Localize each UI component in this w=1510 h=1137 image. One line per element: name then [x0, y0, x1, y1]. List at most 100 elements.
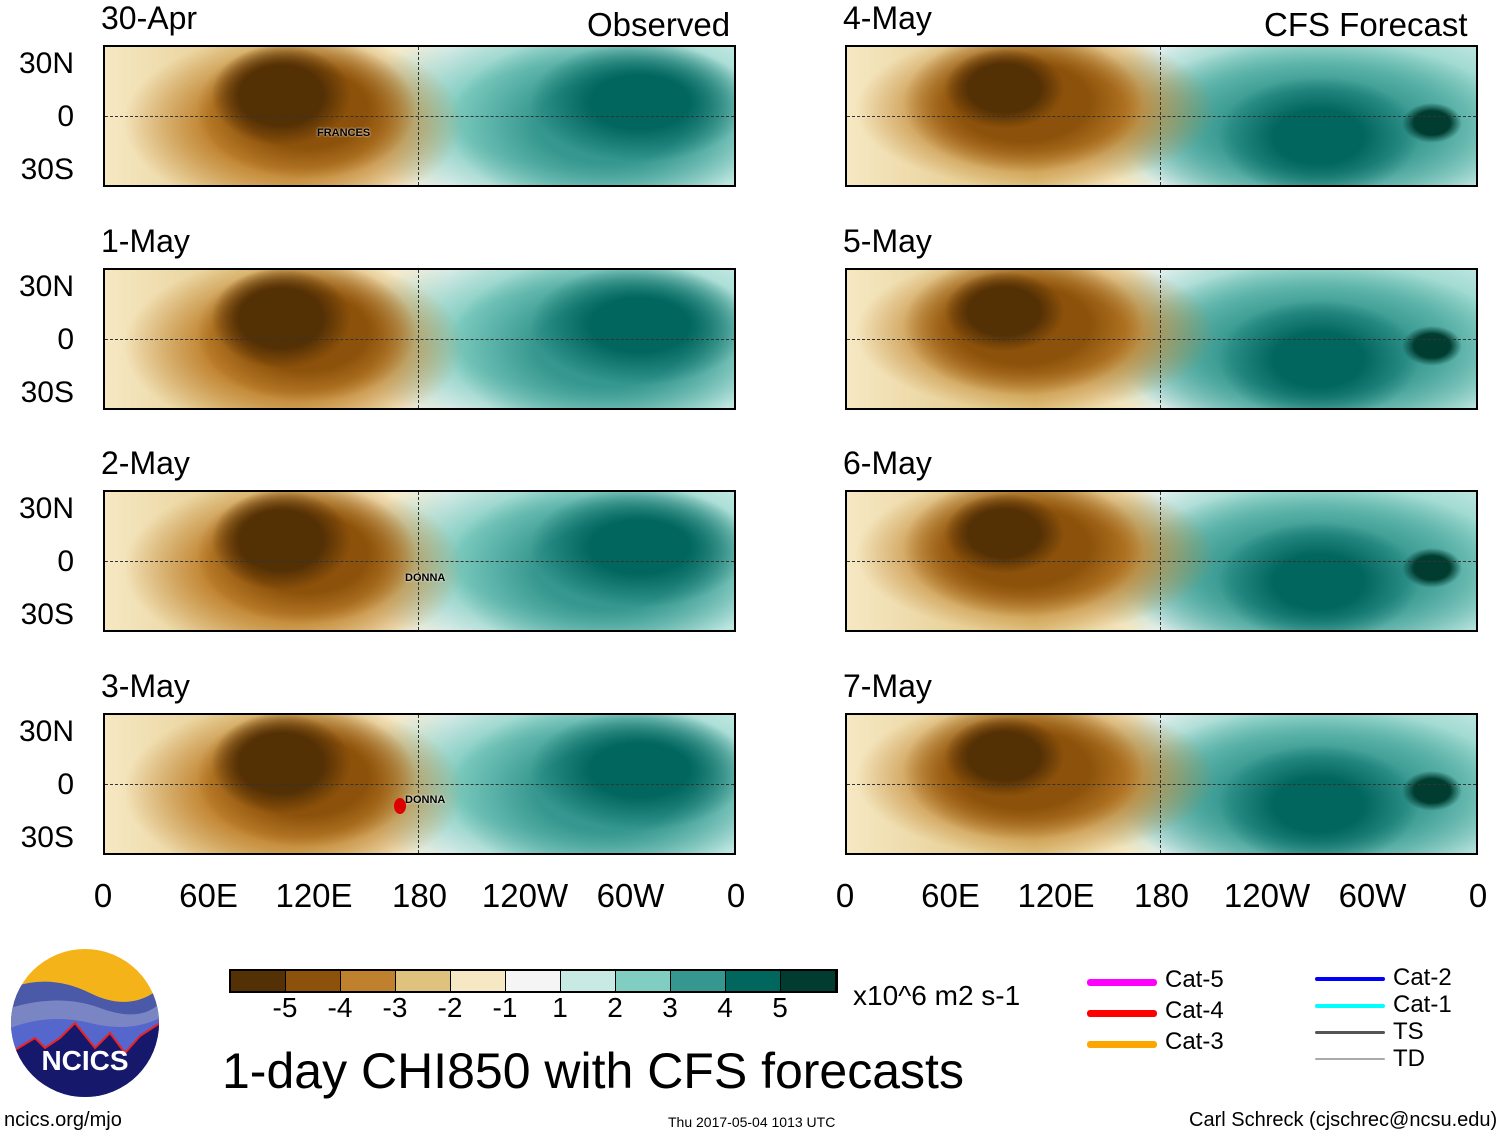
ncics-logo: NCICS	[11, 949, 159, 1097]
lat-label: 30N	[18, 47, 74, 80]
storm-label-frances: FRANCES	[317, 127, 371, 139]
equator-line	[847, 784, 1476, 785]
lat-label: 30N	[18, 492, 74, 525]
equator-line	[847, 561, 1476, 562]
panel-date: 7-May	[843, 668, 932, 704]
dateline	[1160, 47, 1162, 185]
panel-date: 3-May	[101, 668, 190, 704]
figure-title: 1-day CHI850 with CFS forecasts	[222, 1043, 964, 1099]
colorbar-label: 1	[552, 992, 568, 1023]
lat-label: 0	[57, 768, 74, 801]
panel-date: 5-May	[843, 223, 932, 259]
legend-line-ts	[1315, 1031, 1385, 1034]
colorbar-label: 5	[772, 992, 788, 1023]
colorbar-swatch	[286, 971, 341, 991]
legend-line-cat-5	[1087, 979, 1157, 986]
storm-label-donna: DONNA	[405, 572, 446, 584]
lat-label: 0	[57, 323, 74, 356]
lat-label: 30N	[18, 270, 74, 303]
panel-date: 1-May	[101, 223, 190, 259]
lat-label: 0	[57, 545, 74, 578]
storm-marker	[394, 798, 406, 814]
legend-line-cat-4	[1087, 1010, 1157, 1017]
colorbar-swatch	[341, 971, 396, 991]
panel-date: 30-Apr	[101, 0, 198, 36]
panel-date: 2-May	[101, 445, 190, 481]
lon-label: 60E	[921, 877, 980, 914]
panel-date: 6-May	[843, 445, 932, 481]
svg-text:NCICS: NCICS	[41, 1045, 128, 1076]
dateline	[1160, 492, 1162, 630]
equator-line	[847, 116, 1476, 117]
forecast-header: CFS Forecast	[1264, 6, 1468, 43]
lat-label: 0	[57, 100, 74, 133]
lon-label: 0	[726, 877, 746, 914]
legend-label: TD	[1393, 1045, 1425, 1072]
map-panel	[845, 45, 1478, 187]
colorbar-label: -1	[492, 992, 518, 1023]
equator-line	[105, 784, 734, 785]
lon-label: 0	[835, 877, 855, 914]
legend-label: Cat-5	[1165, 966, 1224, 993]
map-panel	[103, 45, 736, 187]
colorbar	[229, 969, 838, 993]
storm-label-donna: DONNA	[405, 794, 446, 806]
lat-label: 30N	[18, 715, 74, 748]
dateline	[1160, 715, 1162, 853]
equator-line	[105, 561, 734, 562]
legend-label: Cat-4	[1165, 997, 1224, 1024]
panel-date: 4-May	[843, 0, 932, 36]
colorbar-label: 3	[662, 992, 678, 1023]
colorbar-label: -3	[382, 992, 408, 1023]
colorbar-swatch	[231, 971, 286, 991]
map-panel	[103, 490, 736, 632]
lon-label: 120W	[1223, 877, 1311, 914]
equator-line	[847, 339, 1476, 340]
colorbar-swatch	[616, 971, 671, 991]
lon-label: 120W	[481, 877, 569, 914]
lon-label: 60W	[596, 877, 665, 914]
lat-label: 30S	[20, 598, 74, 631]
colorbar-label: 2	[607, 992, 623, 1023]
legend-label: Cat-3	[1165, 1028, 1224, 1055]
lat-label: 30S	[20, 376, 74, 409]
colorbar-swatch	[561, 971, 616, 991]
legend-label: Cat-1	[1393, 991, 1452, 1018]
map-panel	[103, 268, 736, 410]
legend-label: TS	[1393, 1018, 1424, 1045]
equator-line	[105, 339, 734, 340]
lon-label: 60E	[179, 877, 238, 914]
colorbar-label: -5	[272, 992, 298, 1023]
lon-label: 0	[1468, 877, 1488, 914]
site-link[interactable]: ncics.org/mjo	[4, 1109, 122, 1131]
map-panel	[103, 713, 736, 855]
legend-line-cat-2	[1315, 977, 1385, 981]
map-panel	[845, 268, 1478, 410]
lon-label: 180	[391, 877, 448, 914]
map-panel	[845, 490, 1478, 632]
colorbar-swatch	[396, 971, 451, 991]
colorbar-label: -2	[437, 992, 463, 1023]
legend-line-cat-3	[1087, 1041, 1157, 1048]
colorbar-label: -4	[327, 992, 353, 1023]
lon-label: 180	[1133, 877, 1190, 914]
dateline	[418, 270, 420, 408]
colorbar-swatch	[726, 971, 781, 991]
colorbar-swatch	[451, 971, 506, 991]
colorbar-units: x10^6 m2 s-1	[853, 980, 1021, 1011]
lon-label: 120E	[1017, 877, 1095, 914]
legend-label: Cat-2	[1393, 964, 1452, 991]
lon-label: 0	[93, 877, 113, 914]
timestamp: Thu 2017-05-04 1013 UTC	[668, 1114, 836, 1130]
equator-line	[105, 116, 734, 117]
credit: Carl Schreck (cjschrec@ncsu.edu)	[1189, 1109, 1498, 1131]
lat-label: 30S	[20, 821, 74, 854]
dateline	[418, 492, 420, 630]
colorbar-label: 4	[717, 992, 733, 1023]
dateline	[418, 47, 420, 185]
dateline	[418, 715, 420, 853]
lon-label: 60W	[1338, 877, 1407, 914]
dateline	[1160, 270, 1162, 408]
colorbar-swatch	[506, 971, 561, 991]
colorbar-swatch	[671, 971, 726, 991]
